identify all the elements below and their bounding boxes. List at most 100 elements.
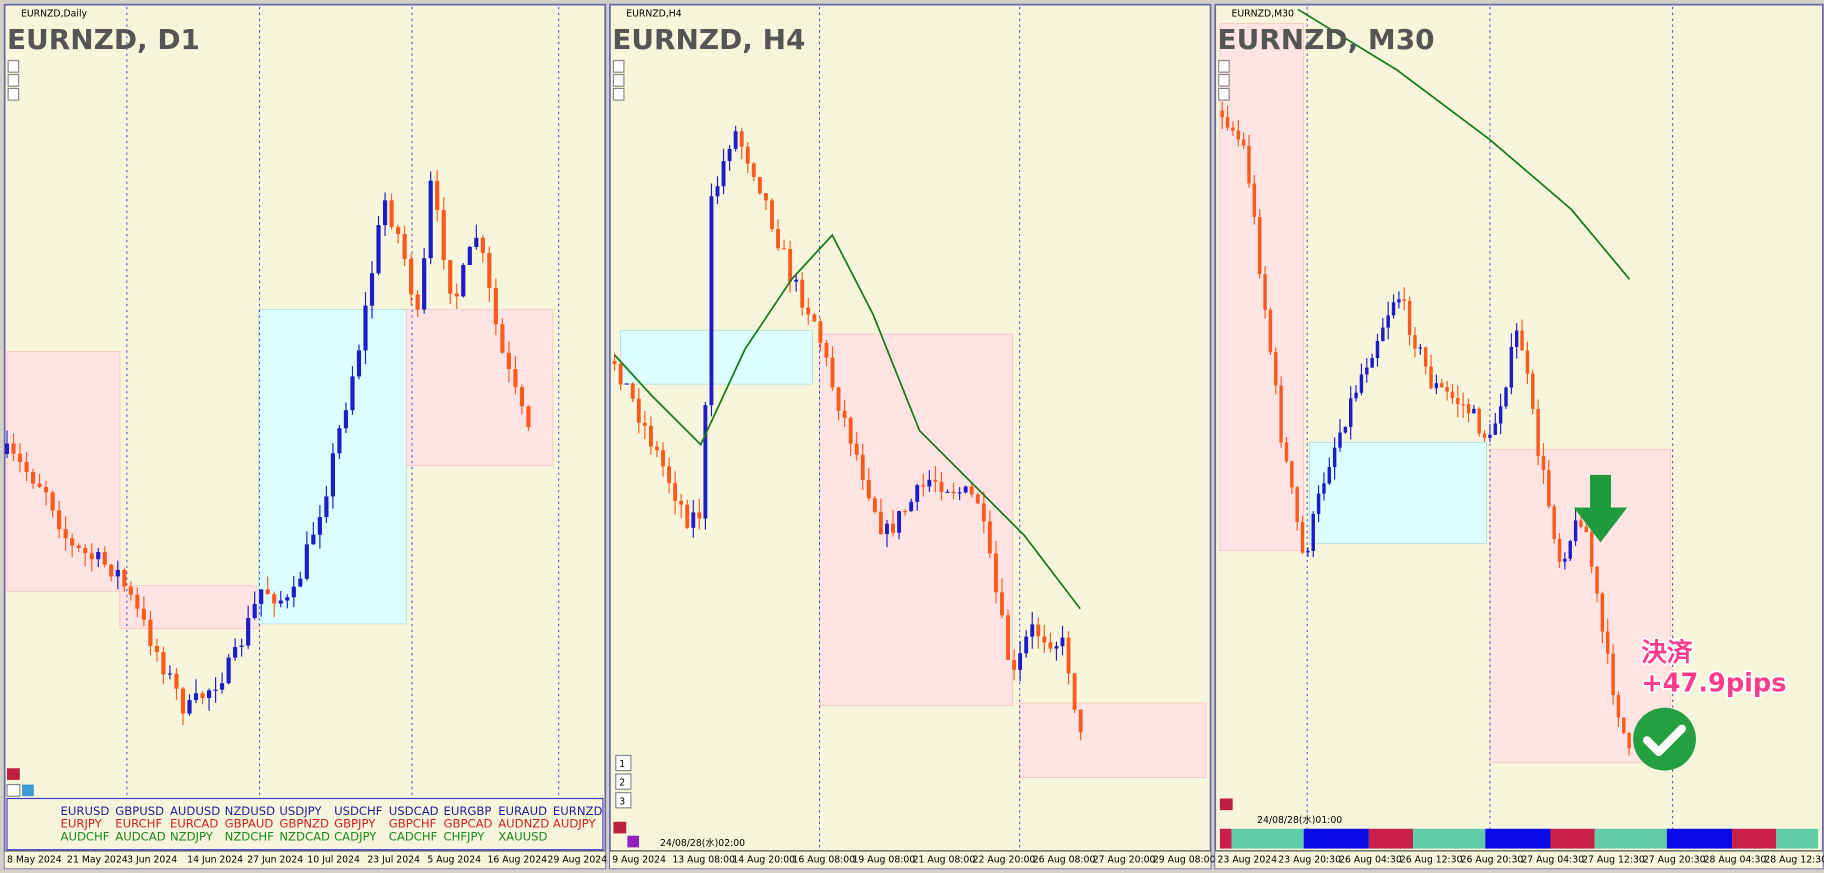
signal-arrow (1573, 474, 1628, 543)
candle-body (612, 360, 617, 364)
pair-button[interactable]: EURAUD (498, 804, 547, 818)
candle-body (1263, 274, 1267, 310)
candle-body (343, 410, 349, 429)
candle-body (1381, 327, 1385, 342)
pair-button[interactable]: NZDCHF (225, 829, 274, 843)
candle-body (1375, 341, 1380, 359)
option-button[interactable] (627, 835, 640, 848)
candle-body (1552, 506, 1556, 539)
candle-body (1456, 398, 1460, 405)
candle-body (1584, 526, 1589, 533)
timestamp: 24/08/28(水)01:00 (1257, 814, 1342, 826)
pair-button[interactable]: EURUSD (61, 804, 110, 818)
chart-window: EURNZD,M30 EURNZD, M30 23 Aug 2024 23 Aug 2… (1214, 3, 1824, 870)
candle-body (382, 200, 388, 226)
scale-button[interactable] (1218, 87, 1230, 101)
candle-body (1461, 404, 1465, 406)
scale-button[interactable] (612, 59, 625, 73)
pair-button[interactable]: GBPAUD (225, 817, 274, 831)
close-button[interactable] (6, 783, 21, 797)
window-title: EURNZD,M30 (1232, 8, 1295, 19)
x-tick-label: 23 Aug 20:30 (1278, 855, 1341, 866)
scale-button[interactable] (615, 792, 632, 809)
candle-body (1000, 592, 1004, 616)
candle-body (148, 619, 153, 646)
pair-button[interactable]: NZDCAD (279, 829, 330, 843)
pair-button[interactable]: EURJPY (61, 817, 103, 831)
pair-button[interactable]: GBPCHF (389, 817, 437, 831)
pair-button[interactable]: NZDJPY (170, 829, 214, 843)
candle-body (794, 279, 799, 282)
zone-box (1019, 702, 1207, 778)
candle-body (291, 586, 296, 598)
candle-body (739, 131, 744, 147)
pair-button[interactable]: EURCHF (115, 817, 162, 831)
scale-button[interactable] (7, 87, 20, 101)
candle-body (246, 618, 251, 646)
moving-average (1297, 8, 1631, 280)
candle-body (1024, 636, 1029, 654)
candle-body (285, 597, 290, 601)
candle-body (1418, 347, 1423, 349)
zone-box (1489, 448, 1671, 763)
candle-body (1450, 391, 1455, 399)
candle-body (128, 586, 133, 595)
pair-button[interactable]: AUDJPY (553, 817, 597, 831)
candle-body (526, 406, 531, 428)
candle-body (1525, 350, 1530, 374)
scale-button[interactable] (612, 73, 625, 87)
scale-button[interactable] (615, 773, 632, 790)
close-button[interactable] (1219, 798, 1233, 811)
pair-button[interactable]: EURNZD (553, 804, 603, 818)
pair-button[interactable]: GBPUSD (115, 804, 164, 818)
scale-button[interactable] (1218, 73, 1230, 87)
candle-body (96, 552, 101, 560)
candle-body (213, 689, 218, 691)
candle-body (872, 498, 877, 512)
pair-button[interactable]: CADCHF (389, 829, 438, 843)
close-button[interactable] (6, 768, 20, 780)
candle-body (673, 483, 678, 501)
pair-button[interactable]: GBPJPY (334, 817, 376, 831)
pair-button[interactable]: AUDCHF (61, 829, 110, 843)
candle-body (1616, 695, 1621, 718)
candle-body (866, 479, 871, 499)
candle-body (842, 410, 847, 418)
candle-body (174, 673, 179, 689)
candle-body (878, 511, 883, 535)
x-tick-label: 19 Aug 08:00 (853, 855, 916, 866)
x-tick-label: 26 Aug 20:30 (1461, 855, 1524, 866)
candle-body (1311, 513, 1315, 551)
candle-body (448, 260, 453, 294)
signal-bar (1219, 828, 1232, 849)
x-tick-label: 29 Aug 2024 (548, 855, 608, 866)
candle-body (1048, 642, 1053, 649)
pair-button[interactable]: GBPNZD (279, 817, 329, 831)
scale-button[interactable] (1218, 59, 1230, 73)
pair-button[interactable]: CADJPY (334, 829, 377, 843)
pair-button[interactable]: NZDUSD (225, 804, 275, 818)
x-tick-label: 23 Aug 2024 (1218, 855, 1278, 866)
candle-body (487, 253, 492, 288)
scale-button[interactable] (612, 87, 625, 101)
scale-button[interactable] (7, 73, 20, 87)
pair-button[interactable]: USDJPY (279, 804, 322, 818)
option-button[interactable] (22, 784, 34, 797)
pair-button[interactable]: GBPCAD (443, 817, 492, 831)
pair-button[interactable]: AUDNZD (498, 817, 549, 831)
scale-button[interactable] (615, 754, 632, 772)
pair-button[interactable]: AUDUSD (170, 804, 220, 818)
pair-button[interactable]: EURCAD (170, 817, 218, 831)
x-tick-label: 5 Aug 2024 (427, 855, 481, 866)
pair-button[interactable]: EURGBP (443, 804, 491, 818)
pair-button[interactable]: USDCHF (334, 804, 383, 818)
candle-body (50, 492, 55, 511)
pair-button[interactable]: AUDCAD (115, 829, 165, 843)
close-button[interactable] (613, 821, 627, 834)
scale-button[interactable] (7, 59, 20, 73)
candle-body (369, 273, 375, 306)
candle-body (903, 511, 908, 513)
pair-button[interactable]: XAUUSD (498, 829, 547, 843)
pair-button[interactable]: CHFJPY (443, 829, 485, 843)
pair-button[interactable]: USDCAD (389, 804, 439, 818)
